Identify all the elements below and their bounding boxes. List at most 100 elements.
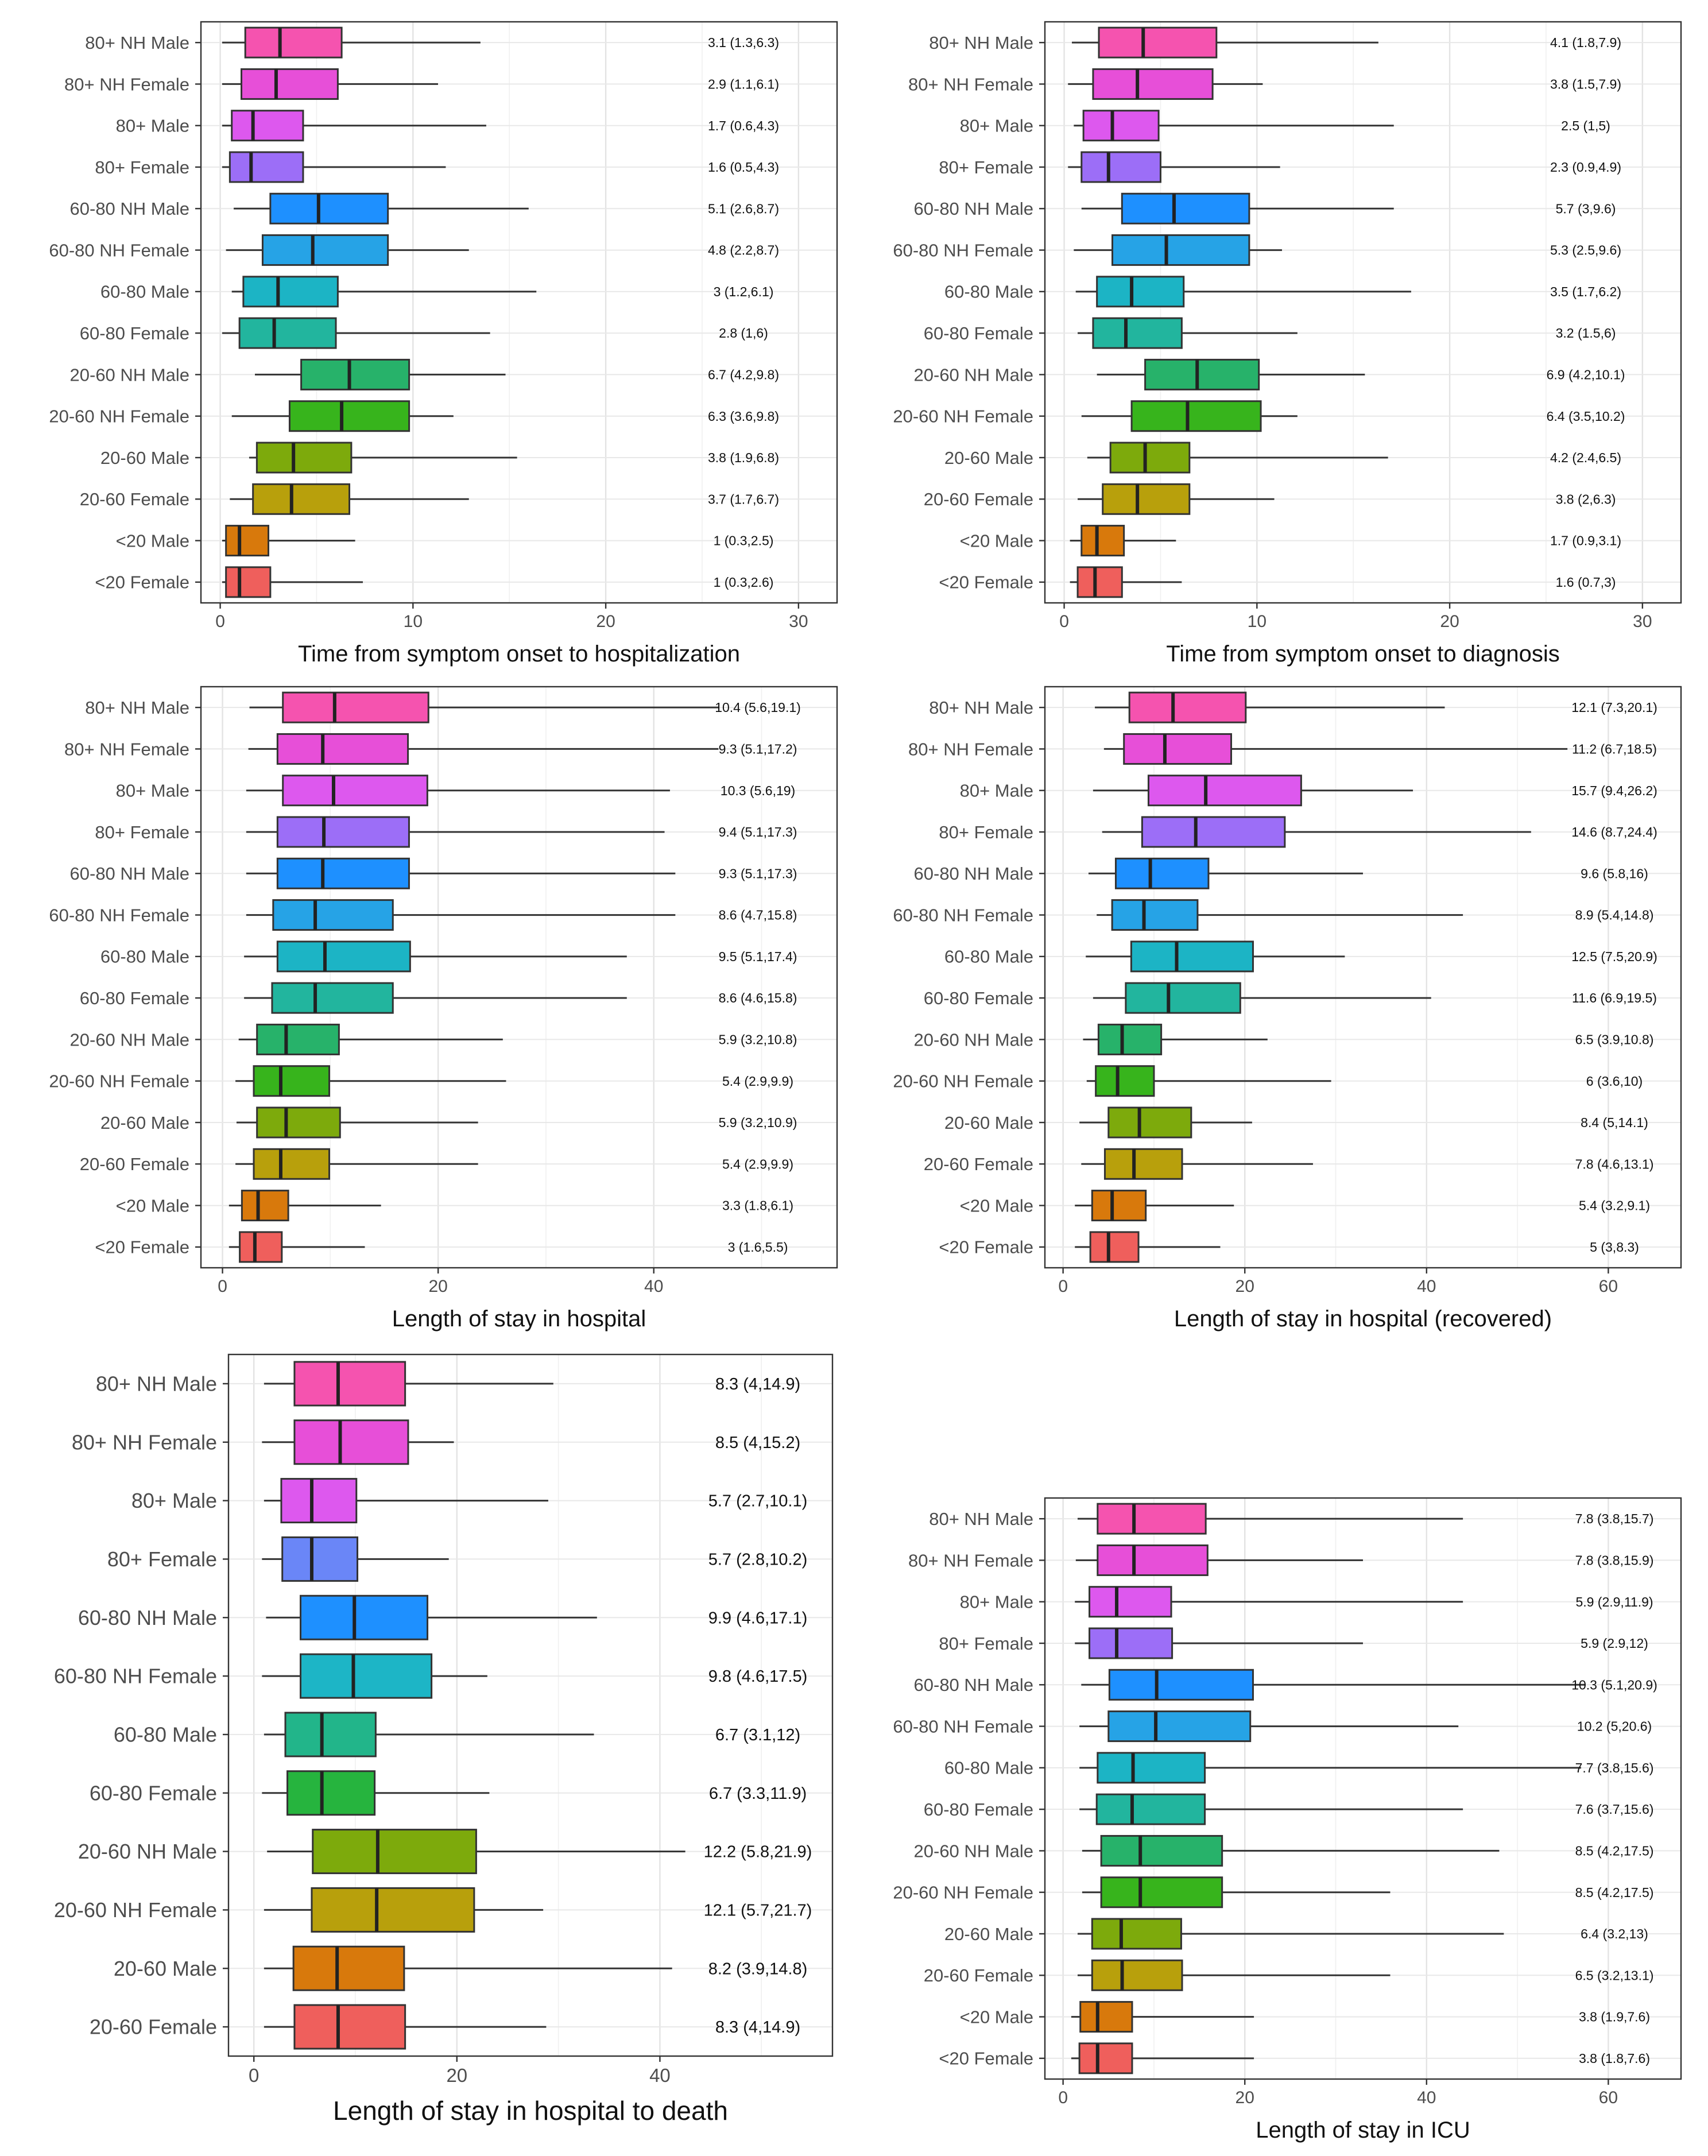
value-label: 8.2 (3.9,14.8) <box>708 1960 808 1978</box>
box-iqr <box>1128 691 1247 723</box>
box-iqr <box>1111 899 1199 931</box>
box-iqr <box>1098 26 1218 59</box>
value-label: 3.3 (1.8,6.1) <box>722 1198 793 1213</box>
value-label: 2.3 (0.9,4.9) <box>1550 160 1621 175</box>
box-20-60-female: 7.8 (4.6,13.1) <box>1081 1148 1653 1180</box>
y-tick-label: 80+ Female <box>939 1634 1033 1654</box>
y-tick-label: 80+ Female <box>95 822 189 842</box>
y-tick-label: 80+ Male <box>131 1489 217 1512</box>
value-label: 10.3 (5.1,20.9) <box>1571 1677 1657 1692</box>
x-tick-label: 20 <box>596 612 615 631</box>
y-tick-label: 60-80 Female <box>924 988 1033 1008</box>
box-60-80-female: 6.7 (3.3,11.9) <box>262 1770 807 1816</box>
box-60-80-nh-female: 8.9 (5.4,14.8) <box>1097 899 1653 931</box>
box-60-80-nh-male: 5.1 (2.6,8.7) <box>234 192 779 224</box>
x-axis-title: Time from symptom onset to diagnosis <box>1166 641 1559 667</box>
y-tick-label: <20 Female <box>95 572 189 593</box>
value-label: 5 (3,8.3) <box>1590 1240 1639 1255</box>
box-iqr <box>272 899 394 931</box>
box-20-60-nh-male: 6.7 (4.2,9.8) <box>255 358 779 390</box>
box-iqr <box>1089 1231 1140 1263</box>
y-tick-label: 80+ NH Male <box>929 698 1033 718</box>
value-label: 10.2 (5,20.6) <box>1577 1719 1652 1734</box>
box-20-60-nh-female: 12.1 (5.7,21.7) <box>264 1887 812 1933</box>
value-label: 9.4 (5.1,17.3) <box>719 825 797 839</box>
x-tick-label: 60 <box>1599 2088 1618 2107</box>
plot-background <box>201 687 837 1268</box>
box-60-80-nh-female: 5.3 (2.5,9.6) <box>1074 234 1621 266</box>
box-60-80-nh-female: 10.2 (5,20.6) <box>1079 1710 1652 1743</box>
plot-border <box>1044 686 1682 1269</box>
value-label: 9.8 (4.6,17.5) <box>708 1667 808 1686</box>
value-label: 5.1 (2.6,8.7) <box>708 201 779 216</box>
box-iqr <box>238 317 337 349</box>
value-label: 8.5 (4,15.2) <box>715 1434 800 1452</box>
value-label: 5.9 (3.2,10.9) <box>719 1115 797 1130</box>
y-tick-label: 60-80 Female <box>924 323 1033 343</box>
value-label: 7.8 (3.8,15.7) <box>1575 1511 1654 1526</box>
box-iqr <box>252 483 351 515</box>
box-iqr <box>253 1148 330 1180</box>
value-label: 6.4 (3.2,13) <box>1581 1926 1648 1941</box>
x-tick-label: 60 <box>1599 1277 1618 1296</box>
y-tick-label: <20 Female <box>95 1237 189 1257</box>
value-label: 9.6 (5.8,16) <box>1581 866 1648 881</box>
x-tick-label: 10 <box>1248 612 1267 631</box>
value-label: 5.9 (2.9,12) <box>1581 1636 1648 1651</box>
box-iqr <box>292 1945 405 1991</box>
y-tick-label: <20 Male <box>960 1195 1033 1216</box>
box-20-60-nh-male: 8.5 (4.2,17.5) <box>1082 1834 1653 1867</box>
y-tick-label: 20-60 Male <box>944 1113 1033 1133</box>
box-iqr <box>1092 68 1214 100</box>
value-label: 5.4 (2.9,9.9) <box>722 1074 793 1089</box>
box-20-60-nh-male: 6.5 (3.9,10.8) <box>1083 1023 1653 1055</box>
y-tick-label: 80+ Female <box>107 1547 217 1571</box>
box-60-80-female: 11.6 (6.9,19.5) <box>1093 982 1657 1014</box>
y-tick-label: 20-60 NH Male <box>914 365 1033 385</box>
box-iqr <box>1121 192 1250 224</box>
value-label: 12.5 (7.5,20.9) <box>1571 949 1657 964</box>
y-tick-label: 60-80 Male <box>100 947 189 967</box>
panel-6: 7.8 (3.8,15.7) 7.8 (3.8,15.9) 5.9 (2.9,11.… <box>893 1497 1682 2143</box>
value-label: 3 (1.6,5.5) <box>728 1240 788 1255</box>
y-tick-label: 60-80 Male <box>944 1758 1033 1778</box>
box--20-female: 3.8 (1.8,7.6) <box>1071 2042 1650 2074</box>
box-iqr <box>1089 1627 1173 1659</box>
y-tick-label: 80+ Female <box>939 157 1033 177</box>
box-60-80-nh-female: 9.8 (4.6,17.5) <box>262 1653 808 1699</box>
y-tick-label: 20-60 Male <box>100 448 189 468</box>
box-iqr <box>1109 442 1191 474</box>
x-tick-label: 0 <box>249 2065 259 2086</box>
box-80-female: 5.7 (2.8,10.2) <box>262 1536 807 1582</box>
box-iqr <box>239 1231 283 1263</box>
x-tick-label: 40 <box>649 2065 671 2086</box>
value-label: 5.3 (2.5,9.6) <box>1550 243 1621 258</box>
value-label: 15.7 (9.4,26.2) <box>1571 783 1657 798</box>
y-tick-label: 20-60 NH Female <box>893 1883 1033 1903</box>
x-tick-label: 40 <box>1417 2088 1436 2107</box>
value-label: 5.9 (3.2,10.8) <box>719 1032 797 1047</box>
y-tick-label: 60-80 NH Female <box>49 240 189 260</box>
value-label: 1.6 (0.5,4.3) <box>708 160 779 175</box>
box-iqr <box>1144 358 1260 390</box>
box-iqr <box>253 1065 330 1097</box>
box-iqr <box>1089 1586 1172 1618</box>
box-iqr <box>1100 1834 1223 1867</box>
box-iqr <box>1114 857 1210 889</box>
box-iqr <box>1123 733 1232 765</box>
y-tick-label: 80+ NH Male <box>85 698 189 718</box>
x-tick-label: 0 <box>218 1277 227 1296</box>
box-iqr <box>1080 525 1125 557</box>
box-80-female: 14.6 (8.7,24.4) <box>1102 816 1657 848</box>
box-iqr <box>1079 2001 1133 2033</box>
box-iqr <box>256 1023 340 1055</box>
value-label: 9.3 (5.1,17.3) <box>719 866 797 881</box>
box-20-60-male: 4.2 (2.4,6.5) <box>1087 442 1621 474</box>
box-60-80-male: 6.7 (3.1,12) <box>264 1712 800 1758</box>
y-tick-label: 60-80 Female <box>90 1781 217 1805</box>
box-80-male: 1.7 (0.6,4.3) <box>222 110 779 142</box>
y-tick-label: 20-60 NH Female <box>49 407 189 427</box>
box-20-60-nh-male: 12.2 (5.8,21.9) <box>267 1829 812 1875</box>
box-iqr <box>1097 1023 1163 1055</box>
